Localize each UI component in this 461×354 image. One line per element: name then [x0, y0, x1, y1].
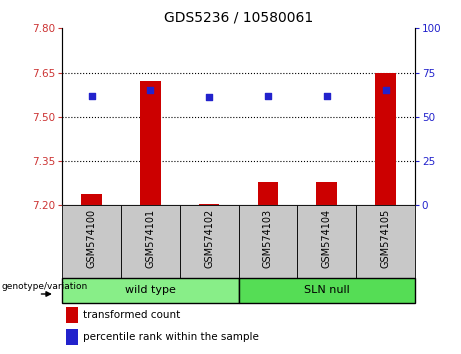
- Text: genotype/variation: genotype/variation: [1, 282, 88, 291]
- Point: [206, 95, 213, 100]
- Text: transformed count: transformed count: [83, 310, 180, 320]
- Text: GSM574100: GSM574100: [87, 209, 97, 268]
- Bar: [180, 205, 239, 278]
- Text: GSM574105: GSM574105: [380, 209, 390, 268]
- Point: [323, 93, 331, 98]
- Text: SLN null: SLN null: [304, 285, 349, 295]
- Bar: [239, 205, 297, 278]
- Bar: [375, 73, 396, 205]
- Bar: [66, 307, 78, 323]
- Text: GSM574102: GSM574102: [204, 209, 214, 268]
- Point: [264, 93, 272, 98]
- Text: percentile rank within the sample: percentile rank within the sample: [83, 332, 259, 342]
- Bar: [297, 205, 356, 278]
- Point: [382, 87, 389, 93]
- Text: GSM574104: GSM574104: [322, 209, 332, 268]
- Title: GDS5236 / 10580061: GDS5236 / 10580061: [164, 10, 313, 24]
- Bar: [62, 205, 121, 278]
- Bar: [199, 204, 219, 205]
- Text: GSM574103: GSM574103: [263, 209, 273, 268]
- Point: [147, 87, 154, 93]
- Point: [88, 93, 95, 98]
- Bar: [121, 205, 180, 278]
- Bar: [239, 278, 415, 303]
- Bar: [140, 81, 161, 205]
- Bar: [316, 182, 337, 205]
- Bar: [356, 205, 415, 278]
- Bar: [258, 182, 278, 205]
- Bar: [66, 329, 78, 345]
- Text: wild type: wild type: [125, 285, 176, 295]
- Bar: [62, 278, 239, 303]
- Bar: [81, 194, 102, 205]
- Text: GSM574101: GSM574101: [145, 209, 155, 268]
